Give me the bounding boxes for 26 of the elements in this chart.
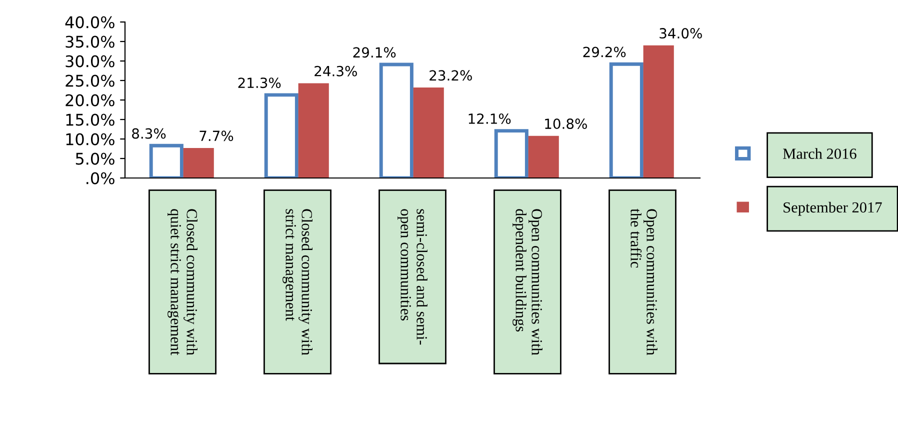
data-label: 12.1% — [468, 113, 511, 124]
y-tick-label: 5.0% — [76, 152, 114, 165]
data-label: 23.2% — [430, 70, 472, 81]
data-label: 29.2% — [583, 46, 626, 58]
y-tick-label: 25.0% — [66, 74, 114, 87]
y-tick-label: 30.0% — [66, 55, 114, 68]
y-tick-label: .0% — [86, 172, 114, 184]
y-tick-label: 15.0% — [66, 114, 114, 126]
data-label: 34.0% — [660, 28, 702, 39]
x-tick-label: Closed community with strict management — [282, 209, 312, 356]
y-tick-label: 10.0% — [66, 133, 114, 146]
data-label: 21.3% — [238, 78, 281, 88]
data-label: 7.7% — [200, 130, 234, 142]
data-label: 8.3% — [132, 128, 166, 139]
x-tick-label: Closed community with quiet strict management — [168, 209, 198, 356]
x-tick-label: Open communities with dependent buildings — [512, 209, 542, 356]
data-label: 24.3% — [314, 66, 357, 76]
data-label: 29.1% — [353, 47, 396, 58]
y-tick-label: 35.0% — [66, 36, 114, 48]
y-tick-label: 40.0% — [65, 16, 114, 28]
y-tick-label: 20.0% — [66, 94, 114, 106]
x-tick-label: semi-closed and semi- open communities — [398, 209, 428, 345]
x-tick-label: Open communities with the traffic — [630, 208, 658, 356]
data-label: 10.8% — [545, 118, 587, 130]
legend-label: March 2016 — [783, 148, 856, 159]
legend-label: September 2017 — [784, 202, 882, 216]
